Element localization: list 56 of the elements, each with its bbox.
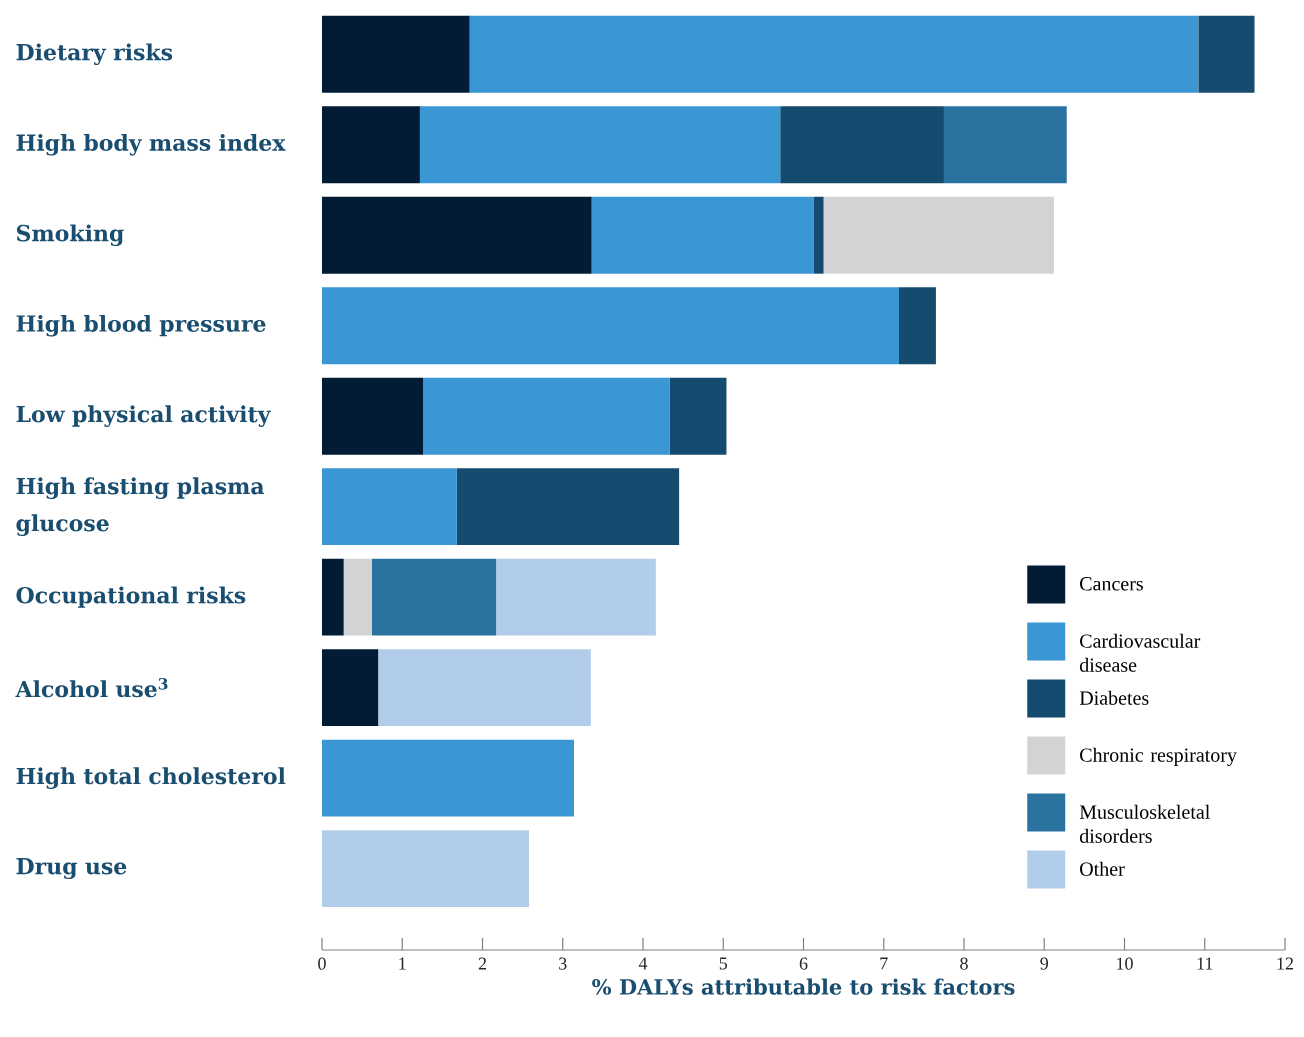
x-tick-label: 0 <box>318 957 326 970</box>
legend-label: Musculoskeletal disorders <box>1079 804 1210 843</box>
bar <box>591 196 814 274</box>
bar <box>456 468 680 546</box>
x-tick-label: 3 <box>559 957 567 970</box>
x-tick-label: 1 <box>399 957 406 970</box>
bar <box>423 377 670 455</box>
x-tick-label: 6 <box>799 957 808 970</box>
y-tick-label: High total cholesterol <box>16 767 286 789</box>
y-tick-label: Low physical activity <box>16 405 271 427</box>
bar <box>322 15 470 93</box>
bar <box>322 196 592 274</box>
x-tick-label: 5 <box>719 957 728 970</box>
legend-label: Diabetes <box>1079 690 1149 705</box>
bar <box>1198 15 1255 93</box>
x-tick-label: 10 <box>1117 957 1133 970</box>
x-tick-label: 4 <box>638 957 648 970</box>
y-tick-label: High body mass index <box>16 133 286 156</box>
y-tick-label: Occupational risks <box>16 586 246 608</box>
y-tick-label: High blood pressure <box>16 314 266 337</box>
x-tick-label: 9 <box>1040 957 1049 970</box>
legend-label: Cardiovascular disease <box>1079 633 1201 672</box>
bar <box>780 106 944 184</box>
bar <box>496 558 656 636</box>
bar <box>322 377 424 455</box>
bar <box>322 739 574 817</box>
bar <box>371 558 497 636</box>
x-tick-label: 8 <box>960 957 968 970</box>
bar <box>669 377 727 455</box>
legend-label: Chronic respiratory <box>1080 747 1237 766</box>
y-tick-label: Smoking <box>16 224 124 247</box>
y-tick-label: High fasting plasma glucose <box>16 477 265 536</box>
bar <box>813 196 824 274</box>
bar <box>322 558 344 636</box>
y-tick-label: Drug use <box>16 858 127 880</box>
bar <box>943 106 1067 184</box>
bar <box>419 106 781 184</box>
legend-label: Other <box>1080 861 1125 876</box>
bar <box>322 830 530 908</box>
x-tick-label: 7 <box>880 957 888 970</box>
bar <box>469 15 1199 93</box>
bar <box>343 558 372 636</box>
y-tick-label: Dietary risks <box>16 43 173 66</box>
bar <box>322 649 379 727</box>
legend-label: Cancers <box>1080 577 1143 591</box>
bar <box>322 287 900 365</box>
bar <box>322 106 420 184</box>
y-tick-label: Alcohol use$^{3}$ <box>15 677 168 698</box>
x-tick-label: 12 <box>1277 957 1294 970</box>
bar <box>322 468 457 546</box>
bar <box>378 649 591 727</box>
bar <box>823 196 1054 274</box>
x-tick-label: 11 <box>1197 957 1213 970</box>
bar <box>899 287 936 365</box>
x-tick-label: 2 <box>478 957 487 970</box>
x-axis-title: % DALYs attributable to risk factors <box>592 978 1015 995</box>
